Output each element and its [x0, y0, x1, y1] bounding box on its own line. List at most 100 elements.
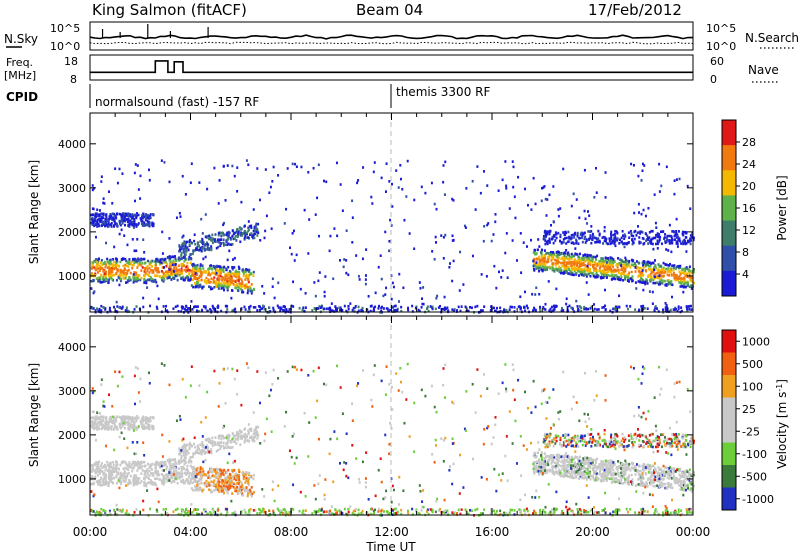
echo-pixel-584	[103, 262, 105, 265]
echo-pixel-2173	[663, 275, 665, 278]
echo-pixel-2100	[624, 278, 626, 281]
echo-pixel-2955	[345, 259, 347, 262]
echo-pixel-867	[231, 272, 233, 275]
echo-pixel-2291	[573, 236, 575, 239]
freq-line	[90, 61, 693, 72]
velocity-pixel-892	[116, 476, 118, 479]
echo-pixel-3283	[264, 308, 266, 311]
velocity-pixel-1018	[104, 423, 106, 426]
velocity-pixel-1119	[125, 416, 127, 419]
echo-pixel-2902	[520, 232, 522, 235]
velocity-pixel-807	[127, 464, 129, 467]
echo-pixel-2130	[575, 268, 577, 271]
echo-pixel-1206	[193, 240, 195, 243]
echo-pixel-664	[202, 270, 204, 273]
echo-pixel-2278	[541, 255, 543, 258]
echo-pixel-2928	[202, 232, 204, 235]
echo-pixel-2725	[118, 284, 120, 287]
echo-pixel-2090	[551, 266, 553, 269]
echo-pixel-566	[155, 263, 157, 266]
echo-pixel-2689	[138, 222, 140, 225]
echo-pixel-2305	[631, 238, 633, 241]
echo-pixel-701	[161, 258, 163, 261]
echo-pixel-850	[197, 264, 199, 267]
velocity-pixel-423	[98, 461, 100, 464]
echo-pixel-2669	[400, 178, 402, 181]
echo-pixel-3154	[377, 307, 379, 310]
velocity-pixel-312	[100, 464, 102, 467]
echo-pixel-2793	[388, 240, 390, 243]
echo-pixel-1375	[250, 225, 252, 228]
echo-pixel-2153	[650, 262, 652, 265]
echo-pixel-2649	[232, 235, 234, 238]
noise-right-tick-top: 10^5	[706, 22, 736, 35]
echo-pixel-872	[146, 265, 148, 268]
echo-pixel-1327	[242, 232, 244, 235]
echo-pixel-2825	[535, 261, 537, 264]
echo-pixel-2733	[99, 209, 101, 212]
echo-pixel-2554	[669, 242, 671, 245]
velocity-pixel-604	[137, 480, 139, 483]
echo-pixel-3130	[126, 306, 128, 309]
echo-pixel-2545	[661, 242, 663, 245]
echo-pixel-3002	[500, 276, 502, 279]
echo-pixel-840	[211, 268, 213, 271]
echo-pixel-1965	[560, 272, 562, 275]
echo-pixel-3085	[384, 231, 386, 234]
echo-pixel-2466	[655, 234, 657, 237]
echo-pixel-2253	[686, 267, 688, 270]
echo-pixel-2163	[584, 264, 586, 267]
echo-pixel-3461	[587, 308, 589, 311]
echo-pixel-3328	[553, 305, 555, 308]
velocity-pixel-834	[122, 461, 124, 464]
echo-pixel-3313	[430, 305, 432, 308]
echo-pixel-3076	[676, 266, 678, 269]
echo-pixel-2913	[248, 220, 250, 223]
echo-pixel-2256	[645, 263, 647, 266]
echo-pixel-2888	[118, 276, 120, 279]
velocity-pixel-391	[122, 479, 124, 482]
echo-pixel-2775	[161, 159, 163, 162]
echo-pixel-2766	[365, 278, 367, 281]
echo-pixel-1129	[121, 219, 123, 222]
echo-pixel-777	[200, 273, 202, 276]
echo-pixel-828	[188, 258, 190, 261]
echo-pixel-2047	[586, 269, 588, 272]
echo-pixel-2740	[444, 296, 446, 299]
echo-pixel-1157	[121, 216, 123, 219]
echo-pixel-3082	[647, 207, 649, 210]
velocity-pixel-873	[183, 481, 185, 484]
echo-pixel-3162	[358, 306, 360, 309]
echo-pixel-2239	[627, 276, 629, 279]
velocity-pixel-356	[224, 482, 226, 485]
velocity-pixel-1189	[180, 457, 182, 460]
echo-pixel-860	[200, 270, 202, 273]
echo-pixel-1880	[562, 262, 564, 265]
echo-pixel-2141	[560, 253, 562, 256]
velocity-pixel-850	[197, 467, 199, 470]
echo-pixel-2903	[136, 238, 138, 241]
echo-pixel-824	[126, 272, 128, 275]
velocity-pixel-1049	[152, 416, 154, 419]
velocity-pixel-880	[154, 477, 156, 480]
echo-pixel-2424	[647, 239, 649, 242]
echo-pixel-438	[186, 262, 188, 265]
echo-pixel-1155	[135, 225, 137, 228]
echo-pixel-833	[155, 269, 157, 272]
echo-pixel-2238	[673, 274, 675, 277]
echo-pixel-513	[205, 277, 207, 280]
echo-pixel-2864	[541, 200, 543, 203]
echo-pixel-848	[235, 270, 237, 273]
echo-pixel-1234	[192, 249, 194, 252]
echo-pixel-2277	[564, 261, 566, 264]
velocity-pixel-751	[213, 489, 215, 492]
velocity-pixel-1316	[228, 436, 230, 439]
velocity-pixel-837	[228, 477, 230, 480]
velocity-pixel-704	[181, 460, 183, 463]
echo-pixel-1981	[568, 258, 570, 261]
echo-pixel-1089	[113, 225, 115, 228]
echo-pixel-2771	[638, 241, 640, 244]
echo-pixel-2630	[618, 294, 620, 297]
date-title: 17/Feb/2012	[588, 1, 682, 19]
echo-pixel-2588	[630, 232, 632, 235]
